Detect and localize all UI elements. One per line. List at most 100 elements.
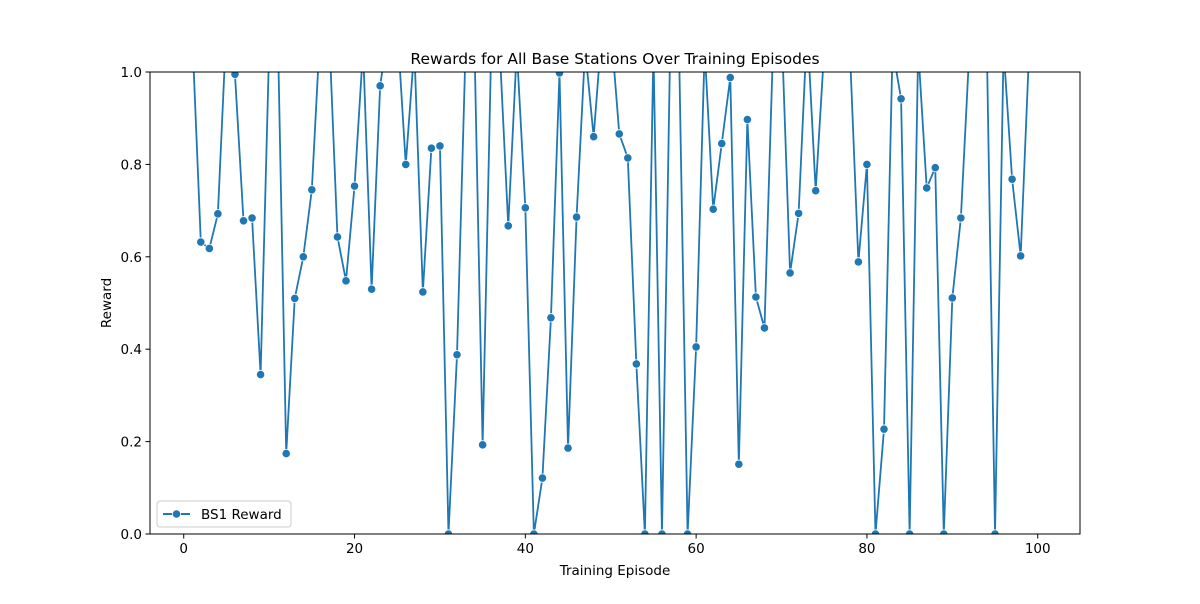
x-axis-label: Training Episode bbox=[559, 563, 671, 579]
data-point bbox=[794, 208, 804, 218]
data-point bbox=[367, 284, 377, 294]
x-tick-label: 0 bbox=[179, 541, 188, 557]
data-point bbox=[829, 22, 837, 30]
data-point bbox=[196, 237, 206, 247]
data-point bbox=[846, 45, 854, 53]
data-point bbox=[999, 45, 1007, 53]
data-point bbox=[930, 163, 940, 173]
data-point bbox=[222, 22, 230, 30]
data-point bbox=[520, 203, 530, 213]
data-point bbox=[359, 45, 367, 53]
data-point bbox=[470, 22, 478, 30]
data-point bbox=[947, 293, 957, 303]
data-point bbox=[631, 359, 641, 369]
data-point bbox=[708, 204, 718, 214]
data-point bbox=[401, 159, 411, 169]
data-point bbox=[393, 22, 401, 30]
x-tick-label: 100 bbox=[1025, 541, 1051, 557]
data-point bbox=[879, 424, 889, 434]
y-axis-label: Reward bbox=[99, 278, 115, 328]
data-point bbox=[896, 94, 906, 104]
data-point bbox=[888, 45, 896, 53]
data-point bbox=[751, 292, 761, 302]
data-point bbox=[837, 22, 845, 30]
data-point bbox=[914, 45, 922, 53]
data-point bbox=[607, 22, 615, 30]
data-point bbox=[554, 72, 565, 78]
data-point bbox=[307, 185, 317, 195]
data-point bbox=[204, 243, 214, 254]
data-point bbox=[725, 72, 735, 83]
data-point bbox=[820, 45, 828, 53]
legend-box bbox=[156, 500, 292, 528]
data-point bbox=[247, 213, 257, 223]
data-point bbox=[803, 22, 811, 30]
data-point bbox=[623, 153, 633, 163]
data-point bbox=[418, 287, 428, 297]
data-point bbox=[238, 216, 249, 226]
data-point bbox=[982, 22, 990, 30]
series-line bbox=[192, 72, 1030, 534]
data-point bbox=[666, 22, 674, 30]
plot-area-frame bbox=[149, 71, 1081, 535]
data-point bbox=[213, 209, 223, 219]
data-point bbox=[281, 449, 291, 459]
chart-title: Rewards for All Base Stations Over Train… bbox=[410, 50, 819, 68]
data-point bbox=[349, 181, 360, 191]
data-point bbox=[298, 252, 308, 262]
legend-marker-sample bbox=[171, 509, 182, 519]
data-point bbox=[785, 268, 795, 278]
data-point bbox=[571, 212, 582, 222]
y-tick-label: 1.0 bbox=[121, 65, 142, 81]
data-point bbox=[478, 440, 488, 450]
data-point bbox=[316, 22, 324, 30]
data-point bbox=[965, 45, 973, 53]
legend-label: BS1 Reward bbox=[201, 507, 282, 523]
data-point bbox=[589, 132, 599, 142]
data-point bbox=[503, 221, 513, 231]
data-point bbox=[717, 139, 727, 149]
data-point bbox=[265, 45, 273, 53]
data-point bbox=[598, 22, 606, 30]
x-tick-label: 20 bbox=[346, 541, 363, 557]
data-point bbox=[230, 72, 240, 79]
data-point bbox=[255, 370, 266, 380]
y-tick-label: 0.8 bbox=[121, 157, 142, 173]
data-point bbox=[614, 129, 624, 139]
data-point bbox=[922, 183, 932, 193]
data-point bbox=[180, 45, 188, 53]
data-point bbox=[853, 257, 863, 267]
data-point bbox=[341, 276, 351, 286]
data-point bbox=[546, 313, 556, 323]
x-tick-label: 60 bbox=[688, 541, 705, 557]
data-point bbox=[273, 22, 281, 30]
data-point bbox=[325, 22, 333, 30]
x-tick-label: 80 bbox=[858, 541, 875, 557]
data-point bbox=[734, 459, 744, 469]
legend: BS1 Reward bbox=[156, 500, 292, 528]
y-tick-label: 0.2 bbox=[121, 435, 142, 451]
y-tick-label: 0.0 bbox=[121, 527, 142, 543]
data-point bbox=[435, 141, 445, 151]
data-point bbox=[1007, 174, 1017, 184]
data-point bbox=[563, 443, 573, 453]
data-point bbox=[452, 350, 462, 360]
series-layer bbox=[180, 22, 1033, 534]
data-point bbox=[332, 232, 343, 242]
data-point bbox=[188, 31, 196, 39]
data-point bbox=[290, 293, 300, 303]
data-point bbox=[384, 22, 392, 30]
data-point bbox=[375, 81, 385, 91]
data-point bbox=[691, 342, 701, 352]
data-point bbox=[426, 143, 436, 153]
data-point bbox=[811, 186, 821, 196]
data-point bbox=[742, 114, 752, 125]
data-point bbox=[777, 22, 785, 30]
x-tick-label: 40 bbox=[517, 541, 534, 557]
data-point bbox=[956, 213, 966, 223]
data-point bbox=[1025, 45, 1033, 53]
y-tick-label: 0.6 bbox=[121, 250, 142, 266]
data-point bbox=[974, 22, 982, 30]
